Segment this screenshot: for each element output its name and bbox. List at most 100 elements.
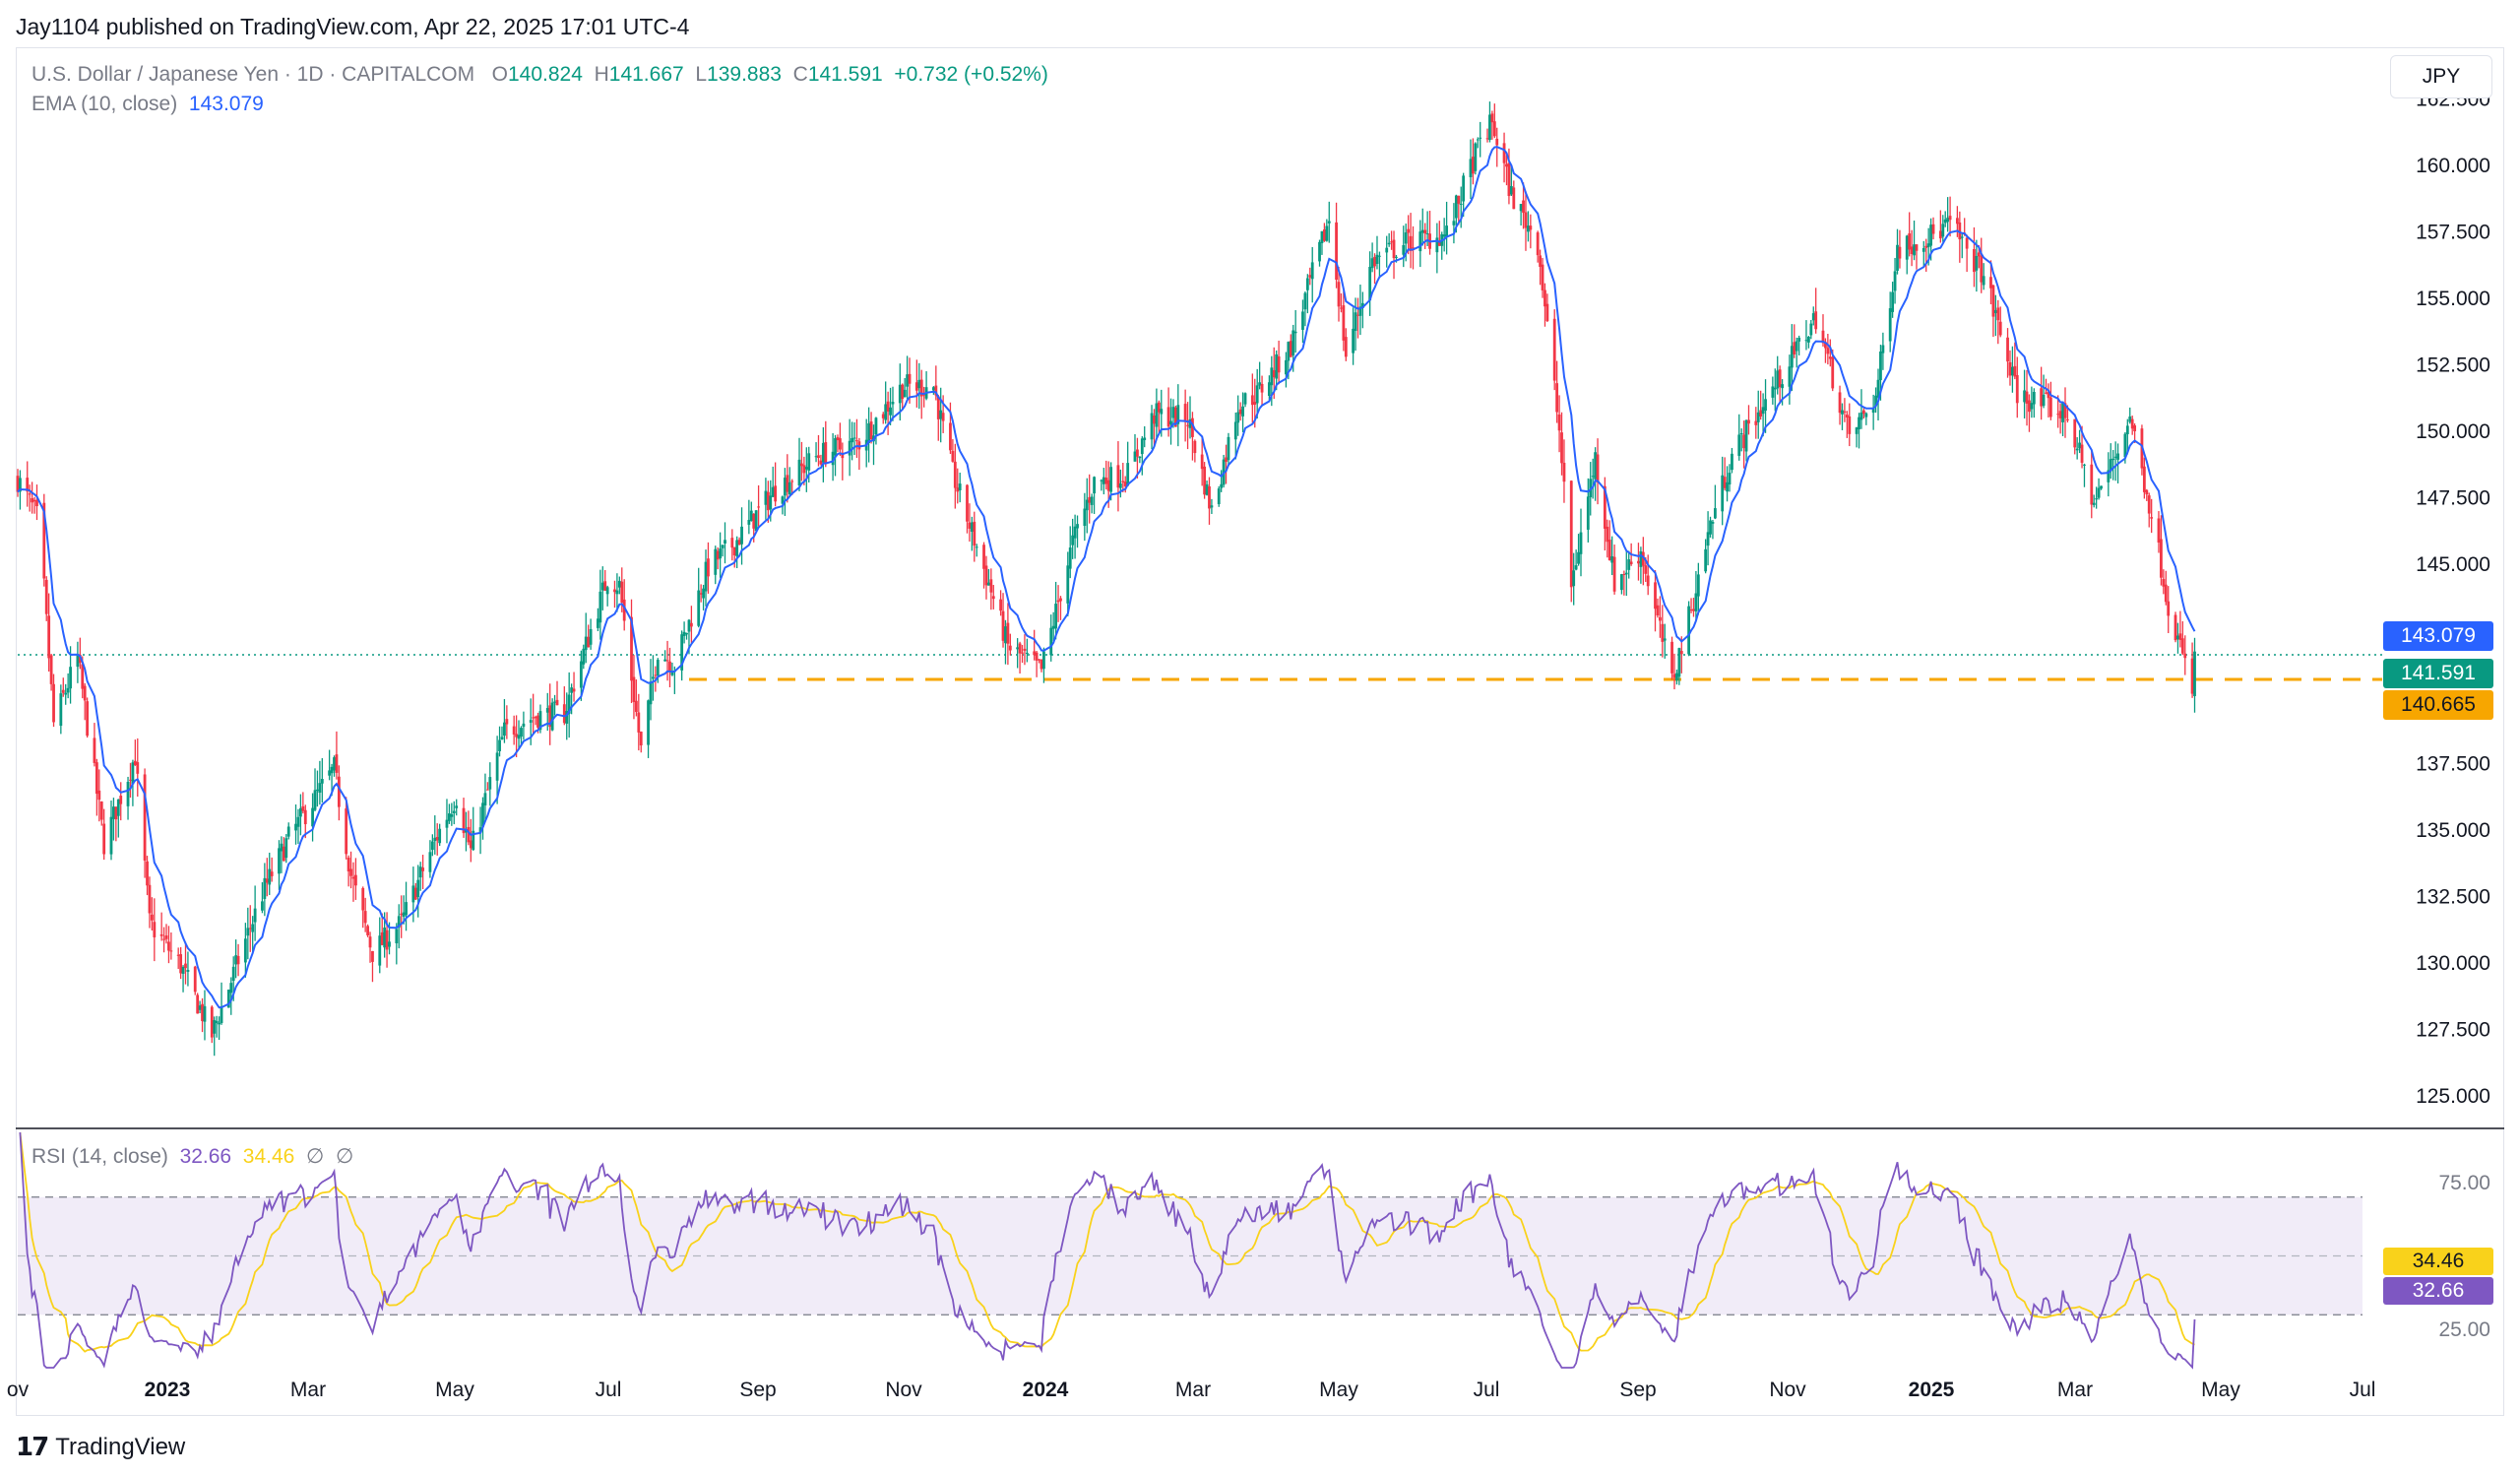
candle-body (1138, 456, 1142, 459)
candle-body (164, 935, 168, 939)
candle-body (385, 930, 389, 950)
candle-body (1776, 370, 1780, 389)
candle-body (1109, 467, 1113, 492)
candle-body (1308, 275, 1312, 278)
candle-body (1747, 419, 1750, 424)
candle-body (1560, 432, 1563, 464)
rsi-label[interactable]: RSI (14, close) (32, 1145, 168, 1168)
candle-body (397, 916, 401, 929)
candle-body (42, 502, 46, 579)
candle-body (495, 752, 499, 781)
change-value: +0.732 (+0.52%) (894, 63, 1048, 86)
candle-body (699, 593, 703, 595)
symbol-legend[interactable]: U.S. Dollar / Japanese Yen · 1D · CAPITA… (32, 63, 1048, 87)
candle-body (1721, 475, 1725, 512)
candle-body (169, 950, 173, 952)
candle-body (1038, 659, 1040, 661)
candle-body (1318, 241, 1321, 262)
candle-body (1356, 314, 1359, 316)
candle-body (286, 826, 290, 837)
candle-body (1694, 593, 1698, 611)
x-axis-label: May (435, 1379, 474, 1401)
x-axis-label: Jul (596, 1379, 622, 1401)
candle-body (1442, 234, 1446, 237)
candle-body (94, 762, 98, 795)
candle-body (553, 701, 556, 703)
candle-body (1289, 341, 1292, 357)
rsi-line (19, 1131, 2196, 1370)
candle-body (349, 868, 352, 876)
candle-body (850, 438, 853, 443)
candle-body (49, 655, 53, 684)
ema-label[interactable]: EMA (10, close) (32, 93, 178, 115)
candle-body (771, 486, 775, 497)
candle-body (1943, 219, 1947, 224)
candle-body (2006, 337, 2009, 362)
candle-body (1838, 392, 1842, 414)
candle-body (1054, 604, 1058, 629)
candle-body (1106, 480, 1110, 491)
ema-price-tag: 143.079 (2383, 621, 2493, 651)
candle-body (1452, 221, 1456, 225)
candle-body (536, 715, 539, 728)
candle-body (1373, 256, 1376, 267)
rsi-axis-label: 25.00 (2438, 1318, 2490, 1341)
candle-body (901, 384, 905, 400)
candle-body (1270, 367, 1274, 386)
currency-button[interactable]: JPY (2390, 55, 2492, 98)
ema-legend[interactable]: EMA (10, close) 143.079 (32, 93, 264, 116)
candle-body (2058, 411, 2062, 418)
candle-body (922, 394, 926, 396)
candle-body (1661, 623, 1665, 642)
candle-body (234, 955, 238, 965)
candle-body (906, 374, 910, 387)
candle-body (1085, 499, 1089, 511)
candle-body (582, 648, 586, 665)
candle-body (1709, 520, 1712, 535)
candle-body (1973, 248, 1976, 273)
candle-body (354, 874, 357, 886)
candle-body (1821, 330, 1825, 344)
candle-body (1644, 565, 1648, 574)
candle-body (788, 481, 791, 495)
candle-body (2157, 518, 2161, 543)
candle-body (1706, 532, 1710, 546)
rsi-ma-value: 34.46 (242, 1145, 295, 1168)
symbol-title[interactable]: U.S. Dollar / Japanese Yen · 1D · CAPITA… (32, 63, 475, 86)
candle-body (982, 545, 985, 569)
candle-body (2116, 453, 2119, 460)
candle-body (1068, 547, 1072, 569)
candle-body (69, 667, 72, 689)
candle-body (246, 928, 250, 936)
candle-body (855, 440, 858, 442)
candle-body (263, 877, 267, 899)
candle-body (126, 782, 130, 806)
candle-body (351, 876, 355, 879)
candle-body (716, 550, 720, 560)
candle-body (800, 463, 803, 467)
candle-body (2078, 442, 2082, 449)
candle-body (1385, 247, 1389, 253)
candle-body (1021, 652, 1024, 654)
rsi-legend[interactable]: RSI (14, close) 32.66 34.46 ∅ ∅ (32, 1144, 353, 1169)
x-axis-label: 2025 (1909, 1379, 1955, 1401)
candle-body (1931, 224, 1935, 234)
candle-body (807, 453, 811, 471)
candle-body (1641, 551, 1645, 566)
candle-body (346, 858, 350, 872)
candle-body (562, 704, 566, 724)
candle-body (917, 379, 921, 389)
candle-body (32, 499, 36, 502)
candle-body (146, 861, 149, 886)
candle-body (162, 938, 165, 940)
candle-body (663, 659, 667, 662)
candle-body (719, 548, 723, 559)
close-label: C (792, 63, 808, 86)
candle-body (1188, 418, 1192, 428)
y-axis-label: 145.000 (2416, 553, 2490, 576)
candle-body (680, 634, 684, 671)
candle-body (1629, 561, 1633, 564)
tradingview-logo[interactable]: 𝟭𝟳 TradingView (16, 1432, 185, 1462)
candle-body (2040, 388, 2044, 407)
